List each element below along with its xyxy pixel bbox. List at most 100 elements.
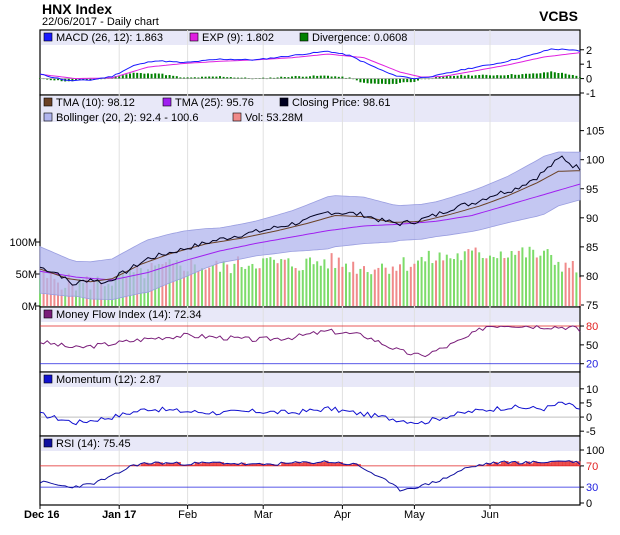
- volume-bar: [550, 254, 553, 306]
- volume-bar: [265, 258, 268, 306]
- volume-bar: [561, 271, 563, 306]
- divergence-bar: [312, 75, 315, 79]
- legend-swatch: [43, 32, 53, 42]
- volume-bar: [399, 264, 401, 306]
- divergence-bar: [165, 75, 167, 79]
- momentum-legend-band: [41, 373, 579, 387]
- volume-bar: [251, 263, 254, 306]
- rsi-overbought-fill: [234, 463, 239, 466]
- divergence-bar: [233, 77, 236, 79]
- rsi-overbought-fill: [295, 461, 300, 466]
- volume-bar: [442, 260, 445, 306]
- divergence-bar: [273, 77, 275, 79]
- legend-swatch: [43, 374, 53, 384]
- legend-label: TMA (25): 95.76: [175, 97, 254, 109]
- legend-swatch: [232, 112, 242, 122]
- divergence-bar: [179, 77, 182, 79]
- rsi-overbought-fill: [187, 464, 192, 466]
- y-tick-label: 95: [586, 184, 598, 196]
- y-tick-label: 90: [586, 213, 598, 225]
- divergence-bar: [460, 74, 463, 79]
- divergence-bar: [366, 78, 369, 84]
- divergence-bar: [291, 76, 293, 79]
- volume-bar: [481, 257, 484, 306]
- volume-bar: [449, 258, 452, 306]
- divergence-bar: [373, 78, 376, 84]
- rsi-overbought-fill: [572, 462, 577, 466]
- volume-bar: [478, 252, 481, 306]
- y-tick-label: 80: [586, 271, 598, 283]
- rsi-overbought-fill: [216, 462, 221, 466]
- rsi-overbought-fill: [349, 464, 354, 466]
- x-tick-label: Feb: [178, 509, 197, 521]
- divergence-bar: [78, 78, 81, 81]
- volume-bar: [471, 250, 473, 306]
- volume-bar: [539, 255, 542, 306]
- y-tick-label: 70: [586, 461, 598, 473]
- rsi-overbought-fill: [511, 461, 516, 466]
- divergence-bar: [471, 75, 473, 79]
- rsi-overbought-fill: [342, 463, 347, 466]
- divergence-bar: [71, 78, 74, 82]
- volume-bar: [240, 267, 243, 306]
- divergence-bar: [413, 78, 416, 82]
- volume-bar: [280, 259, 283, 306]
- rsi-overbought-fill: [335, 462, 340, 466]
- divergence-bar: [57, 78, 59, 81]
- closing-price-line: [39, 155, 581, 286]
- macd-line: [39, 48, 581, 82]
- volume-bar: [568, 267, 571, 306]
- y-tick-label: 0: [586, 412, 592, 424]
- volume-bar: [496, 258, 499, 306]
- volume-bar: [309, 257, 311, 306]
- volume-bar: [373, 269, 376, 306]
- volume-bar: [312, 264, 315, 306]
- divergence-bar: [492, 75, 495, 79]
- rsi-overbought-fill: [299, 462, 304, 466]
- rsi-overbought-fill: [306, 461, 311, 466]
- divergence-bar: [445, 75, 448, 79]
- y-tick-label: 80: [586, 321, 598, 333]
- y-tick-label: 10: [586, 384, 598, 396]
- divergence-bar: [442, 75, 445, 79]
- rsi-overbought-fill: [497, 464, 502, 466]
- divergence-bar: [125, 74, 128, 79]
- legend-swatch: [43, 112, 53, 122]
- divergence-bar: [546, 72, 549, 79]
- rsi-overbought-fill: [256, 463, 261, 466]
- divergence-bar: [453, 75, 455, 79]
- volume-bar: [341, 266, 344, 306]
- divergence-bar: [359, 78, 362, 83]
- volume-bar: [222, 260, 225, 306]
- volume-bar: [75, 290, 77, 306]
- volume-bar: [445, 254, 448, 306]
- divergence-bar: [269, 77, 272, 79]
- mfi-line: [39, 324, 581, 358]
- y-tick-label: 20: [586, 359, 598, 371]
- divergence-bar: [417, 78, 419, 81]
- rsi-overbought-fill: [331, 462, 336, 466]
- divergence-bar: [406, 78, 409, 83]
- divergence-bar: [521, 74, 524, 79]
- volume-bar: [370, 274, 373, 306]
- divergence-bar: [89, 78, 92, 81]
- x-tick-label: May: [404, 509, 425, 521]
- divergence-bar: [381, 78, 383, 84]
- divergence-bar: [147, 73, 149, 79]
- divergence-bar: [229, 77, 232, 79]
- divergence-bar: [539, 73, 542, 79]
- volume-bar: [406, 270, 409, 306]
- divergence-bar: [154, 73, 157, 79]
- volume-bar: [301, 270, 304, 306]
- divergence-bar: [309, 76, 311, 79]
- divergence-bar: [391, 78, 394, 84]
- divergence-bar: [564, 73, 567, 79]
- x-tick-label: Apr: [334, 509, 351, 521]
- rsi-overbought-fill: [227, 463, 232, 466]
- rsi-overbought-fill: [356, 464, 361, 466]
- momentum-line: [39, 401, 581, 426]
- volume-bar: [233, 263, 236, 306]
- divergence-bar: [510, 74, 513, 79]
- divergence-bar: [575, 75, 578, 79]
- volume-bar: [215, 260, 218, 306]
